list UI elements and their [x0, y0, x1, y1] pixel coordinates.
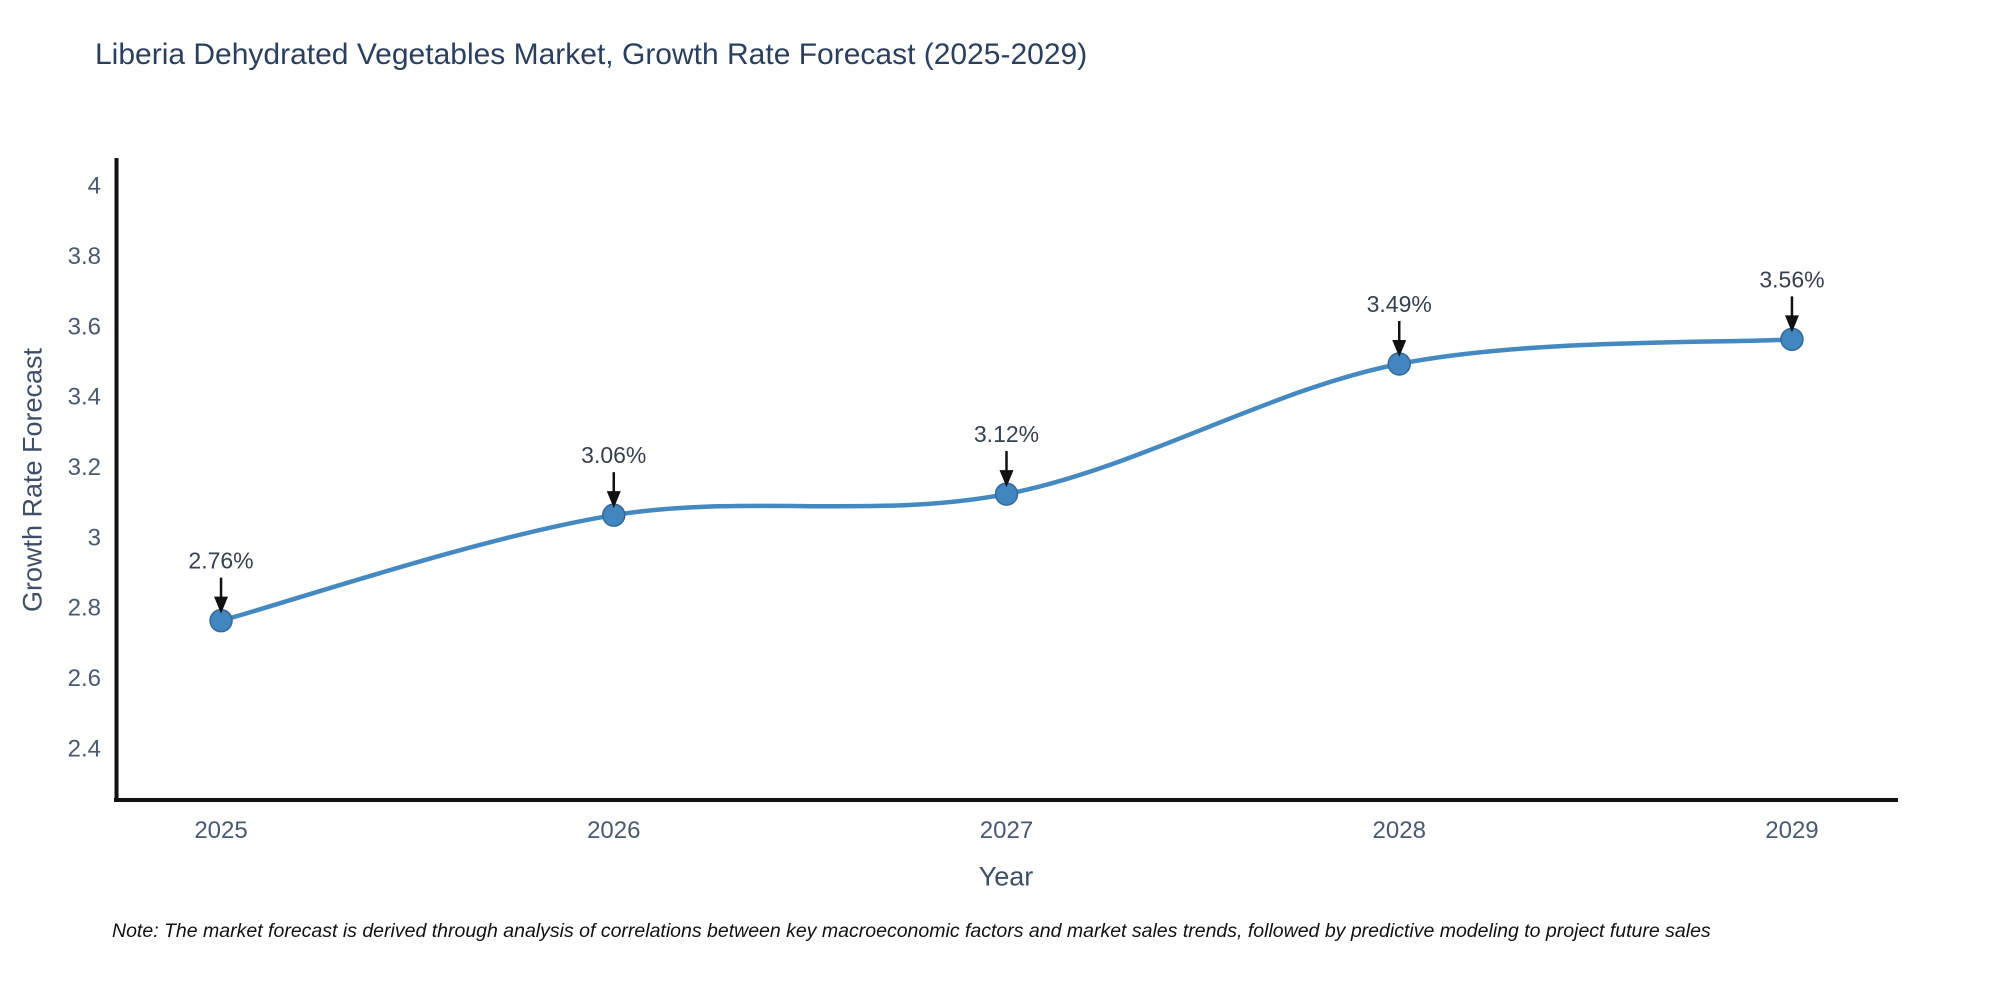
- chart-title: Liberia Dehydrated Vegetables Market, Gr…: [95, 38, 1088, 71]
- x-tick-label: 2029: [1765, 817, 1818, 844]
- y-tick-label: 2.8: [68, 595, 101, 622]
- x-tick-label: 2026: [587, 817, 640, 844]
- footnote: Note: The market forecast is derived thr…: [112, 920, 1711, 942]
- x-axis-title: Year: [978, 861, 1034, 892]
- annotation-arrow-head: [999, 470, 1014, 488]
- data-point-label: 2.76%: [188, 548, 253, 574]
- y-tick-label: 2.4: [68, 735, 101, 762]
- data-point-label: 3.56%: [1759, 266, 1824, 292]
- y-tick-label: 4: [88, 173, 101, 200]
- annotation-arrow-head: [1784, 315, 1799, 333]
- data-point-label: 3.12%: [974, 421, 1039, 447]
- y-tick-label: 3.2: [68, 454, 101, 481]
- y-tick-label: 3.6: [68, 313, 101, 340]
- x-tick-label: 2025: [194, 817, 247, 844]
- data-point-label: 3.49%: [1367, 291, 1432, 317]
- y-axis-title: Growth Rate Forecast: [17, 347, 48, 613]
- annotation-arrow-head: [214, 596, 229, 614]
- annotation-arrow-head: [1392, 339, 1407, 357]
- y-tick-label: 3: [88, 524, 101, 551]
- x-tick-label: 2027: [980, 817, 1033, 844]
- data-point-label: 3.06%: [581, 442, 646, 468]
- y-tick-label: 2.6: [68, 665, 101, 692]
- y-tick-label: 3.4: [68, 384, 101, 411]
- x-tick-label: 2028: [1373, 817, 1426, 844]
- y-tick-label: 3.8: [68, 243, 101, 270]
- annotation-arrow-head: [606, 491, 621, 509]
